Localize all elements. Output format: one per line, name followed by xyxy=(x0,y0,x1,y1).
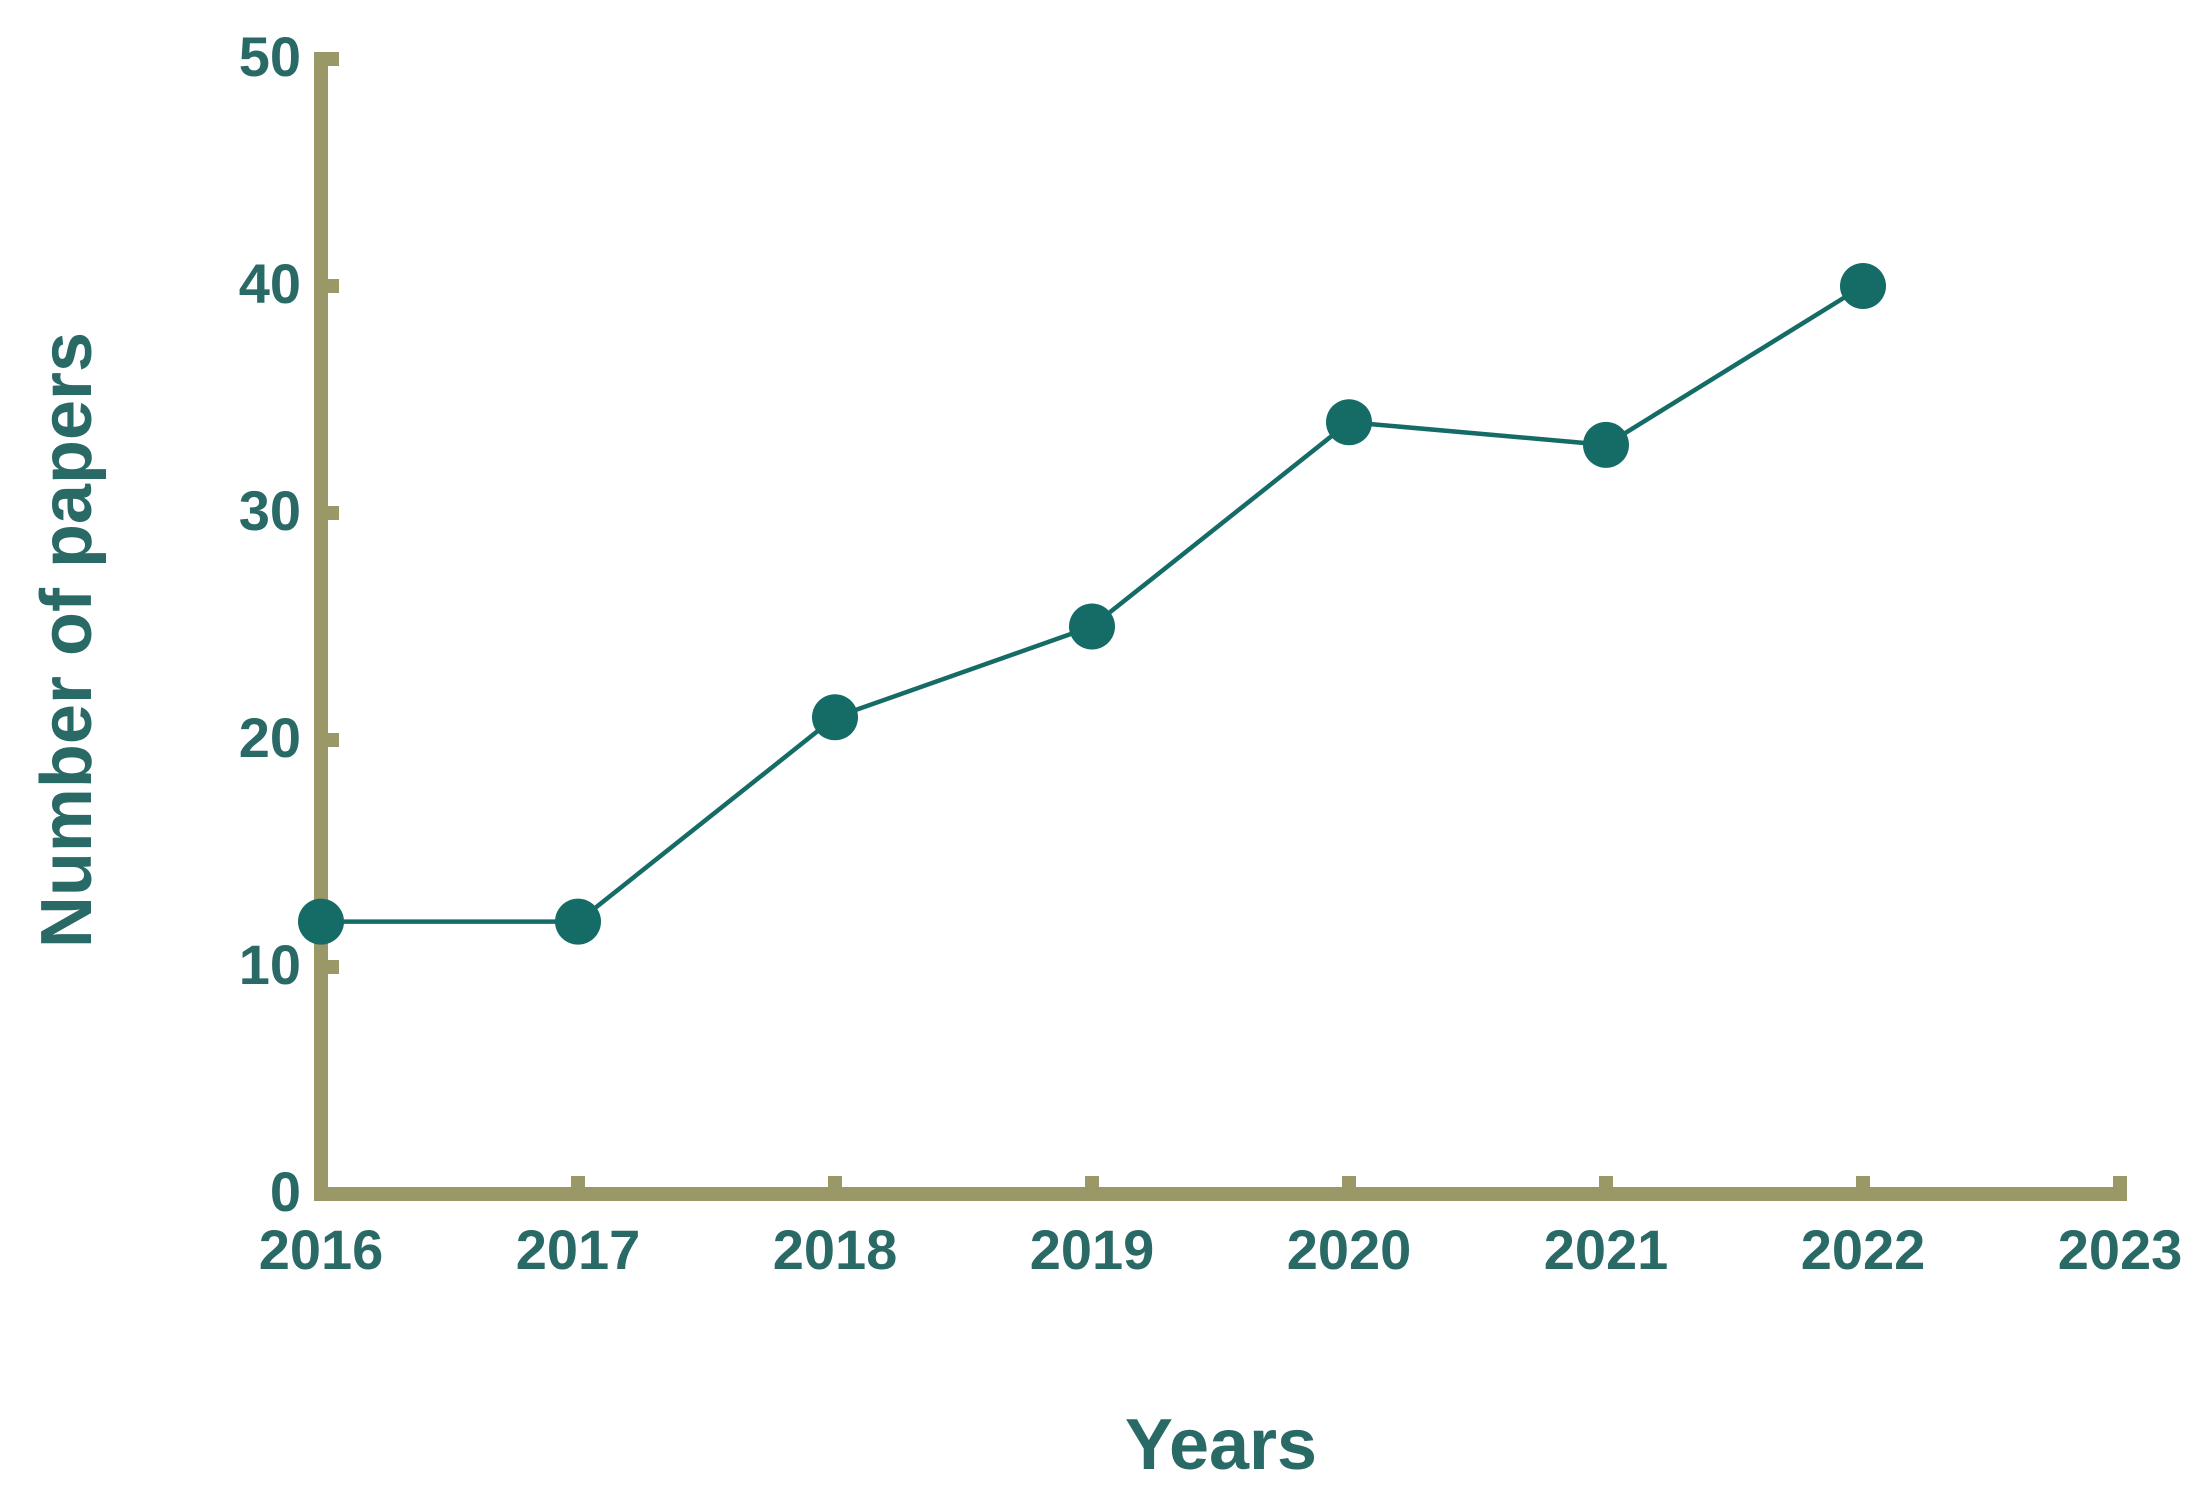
y-tick-label: 50 xyxy=(239,25,301,88)
x-tick-label: 2018 xyxy=(773,1218,898,1281)
marker xyxy=(1326,399,1372,446)
y-tick-label: 10 xyxy=(239,933,301,996)
marker xyxy=(298,898,344,945)
x-tick-label: 2017 xyxy=(516,1218,641,1281)
y-tick-label: 40 xyxy=(239,252,301,315)
y-tick-label: 30 xyxy=(239,479,301,542)
x-tick-label: 2019 xyxy=(1030,1218,1155,1281)
x-axis-label: Years xyxy=(1125,1405,1317,1485)
x-tick-label: 2020 xyxy=(1287,1218,1412,1281)
marker xyxy=(555,898,601,945)
y-tick-label: 20 xyxy=(239,706,301,769)
x-tick-label: 2023 xyxy=(2058,1218,2183,1281)
marker xyxy=(1069,603,1115,650)
y-tick-label: 0 xyxy=(270,1160,301,1223)
y-axis-label: Number of papers xyxy=(27,332,107,948)
x-tick-label: 2016 xyxy=(259,1218,384,1281)
x-tick-label: 2022 xyxy=(1801,1218,1926,1281)
marker xyxy=(812,694,858,741)
marker xyxy=(1583,421,1629,468)
marker xyxy=(1840,263,1886,309)
x-tick-label: 2021 xyxy=(1544,1218,1669,1281)
